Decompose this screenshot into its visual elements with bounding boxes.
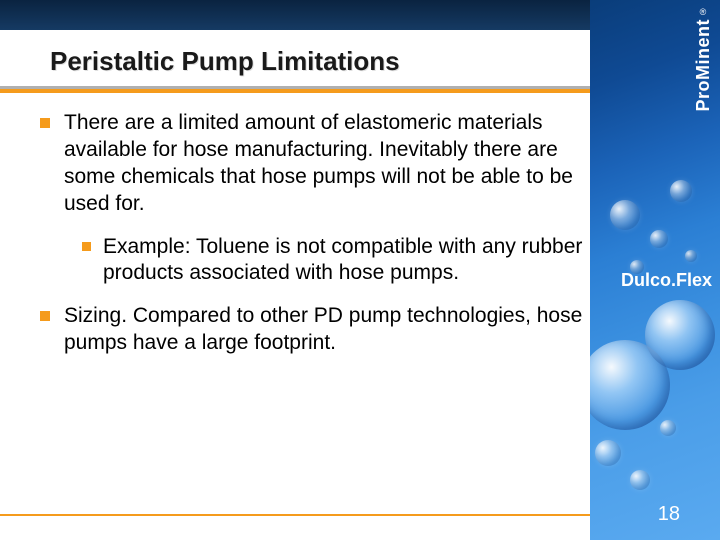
right-decorative-panel: ® ProMinent Dulco.Flex 18 — [590, 0, 720, 540]
bubble-icon — [660, 420, 676, 436]
water-droplet-icon — [645, 300, 715, 370]
page-number: 18 — [658, 503, 680, 526]
brand-name: ProMinent — [693, 19, 714, 112]
top-bar — [0, 0, 590, 30]
bullet-square-icon — [40, 311, 50, 321]
title-underline-orange — [0, 89, 590, 93]
product-label-part1: Dulco. — [621, 270, 676, 290]
brand-registered-icon: ® — [700, 8, 707, 17]
slide-title: Peristaltic Pump Limitations — [50, 46, 400, 77]
bubble-icon — [685, 250, 697, 262]
bubble-icon — [630, 470, 650, 490]
bubble-icon — [650, 230, 668, 248]
footer-accent-line — [0, 514, 590, 516]
product-label: Dulco.Flex — [621, 270, 712, 291]
content-area: There are a limited amount of elastomeri… — [40, 110, 588, 373]
slide: Peristaltic Pump Limitations There are a… — [0, 0, 720, 540]
product-label-part2: Flex — [676, 270, 712, 290]
bubble-icon — [670, 180, 692, 202]
bullet-text: There are a limited amount of elastomeri… — [64, 110, 588, 218]
bullet-square-icon — [82, 242, 91, 251]
bullet-square-icon — [40, 118, 50, 128]
brand-vertical: ® ProMinent — [692, 8, 714, 168]
bullet-level2: Example: Toluene is not compatible with … — [82, 234, 588, 288]
bullet-level1: Sizing. Compared to other PD pump techno… — [40, 303, 588, 357]
bubble-icon — [595, 440, 621, 466]
bullet-text: Sizing. Compared to other PD pump techno… — [64, 303, 588, 357]
bubble-icon — [610, 200, 640, 230]
bullet-level1: There are a limited amount of elastomeri… — [40, 110, 588, 218]
bullet-text: Example: Toluene is not compatible with … — [103, 234, 588, 288]
